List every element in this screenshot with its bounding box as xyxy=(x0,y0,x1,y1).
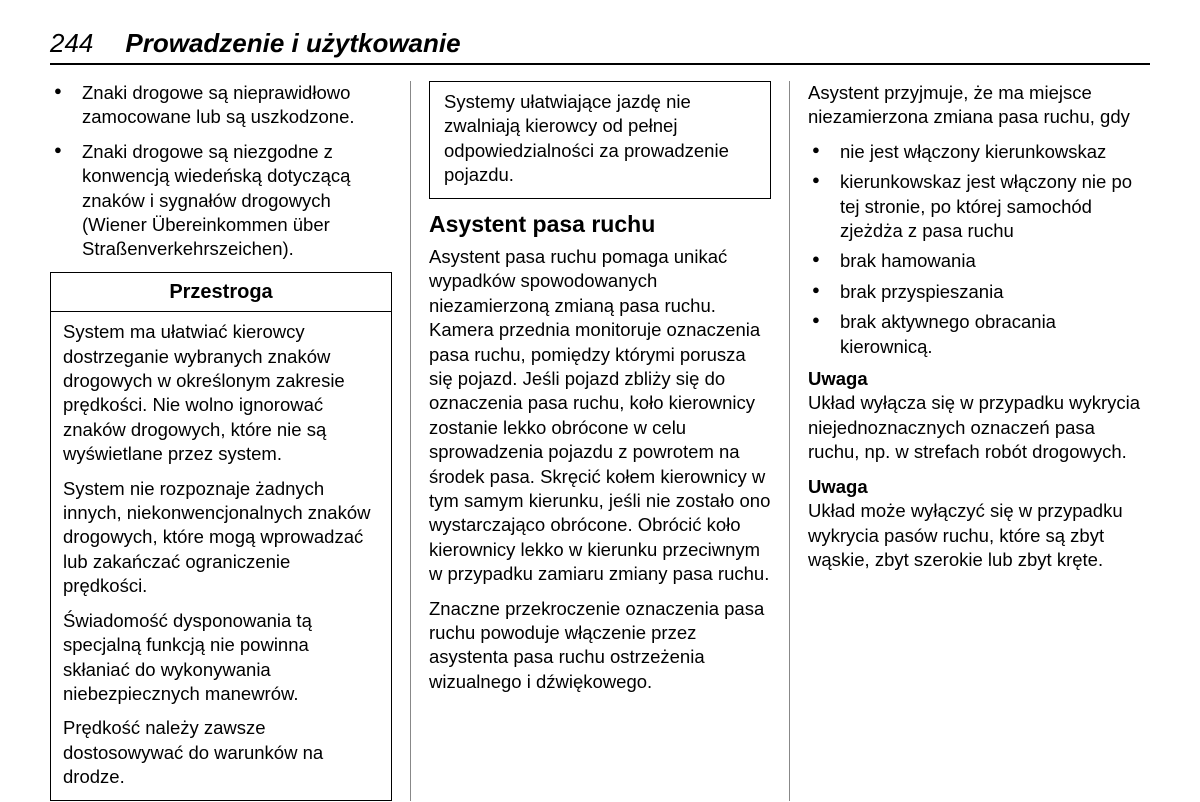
body-paragraph: Znaczne przekroczenie oznaczenia pasa ru… xyxy=(429,597,771,695)
list-item: Znaki drogowe są niezgodne z konwencją w… xyxy=(50,140,392,262)
body-paragraph: Asystent przyjmuje, że ma miejsce niezam… xyxy=(808,81,1150,130)
caution-box: Przestroga System ma ułatwiać kierowcy d… xyxy=(50,272,392,801)
chapter-title: Prowadzenie i użytkowanie xyxy=(125,28,460,59)
caution-title: Przestroga xyxy=(51,273,391,312)
caution-paragraph: System nie rozpoznaje żadnych innych, ni… xyxy=(63,477,379,599)
column-divider xyxy=(789,81,790,801)
caution-paragraph: System ma ułatwiać kierowcy dostrzeganie… xyxy=(63,320,379,466)
info-box-text: Systemy ułatwiające jazdę nie zwalniają … xyxy=(444,91,729,185)
list-item: kierunkowskaz jest włączony nie po tej s… xyxy=(808,170,1150,243)
list-item: brak przyspieszania xyxy=(808,280,1150,304)
caution-paragraph: Prędkość należy zawsze dostosowywać do w… xyxy=(63,716,379,789)
list-item: brak aktywnego obracania kierownicą. xyxy=(808,310,1150,359)
info-box: Systemy ułatwiające jazdę nie zwalniają … xyxy=(429,81,771,199)
column-3: Asystent przyjmuje, że ma miejsce niezam… xyxy=(794,81,1150,801)
note-text: Układ może wyłączyć się w przypadku wykr… xyxy=(808,499,1150,572)
body-paragraph: Asystent pasa ruchu pomaga unikać wypadk… xyxy=(429,245,771,587)
column-1: Znaki drogowe są nieprawidłowo zamocowan… xyxy=(50,81,406,801)
content-columns: Znaki drogowe są nieprawidłowo zamocowan… xyxy=(50,81,1150,801)
note-text: Układ wyłącza się w przypadku wykrycia n… xyxy=(808,391,1150,464)
column-divider xyxy=(410,81,411,801)
list-item: nie jest włączony kierunkowskaz xyxy=(808,140,1150,164)
list-item: brak hamowania xyxy=(808,249,1150,273)
col3-bullet-list: nie jest włączony kierunkowskaz kierunko… xyxy=(808,140,1150,359)
note-label: Uwaga xyxy=(808,475,1150,499)
section-heading: Asystent pasa ruchu xyxy=(429,209,771,239)
caution-body: System ma ułatwiać kierowcy dostrzeganie… xyxy=(51,312,391,799)
note-label: Uwaga xyxy=(808,367,1150,391)
page-number: 244 xyxy=(50,28,93,59)
list-item: Znaki drogowe są nieprawidłowo zamocowan… xyxy=(50,81,392,130)
page-header: 244 Prowadzenie i użytkowanie xyxy=(50,28,1150,65)
column-2: Systemy ułatwiające jazdę nie zwalniają … xyxy=(415,81,785,801)
caution-paragraph: Świadomość dysponowania tą specjalną fun… xyxy=(63,609,379,707)
col1-bullet-list: Znaki drogowe są nieprawidłowo zamocowan… xyxy=(50,81,392,262)
